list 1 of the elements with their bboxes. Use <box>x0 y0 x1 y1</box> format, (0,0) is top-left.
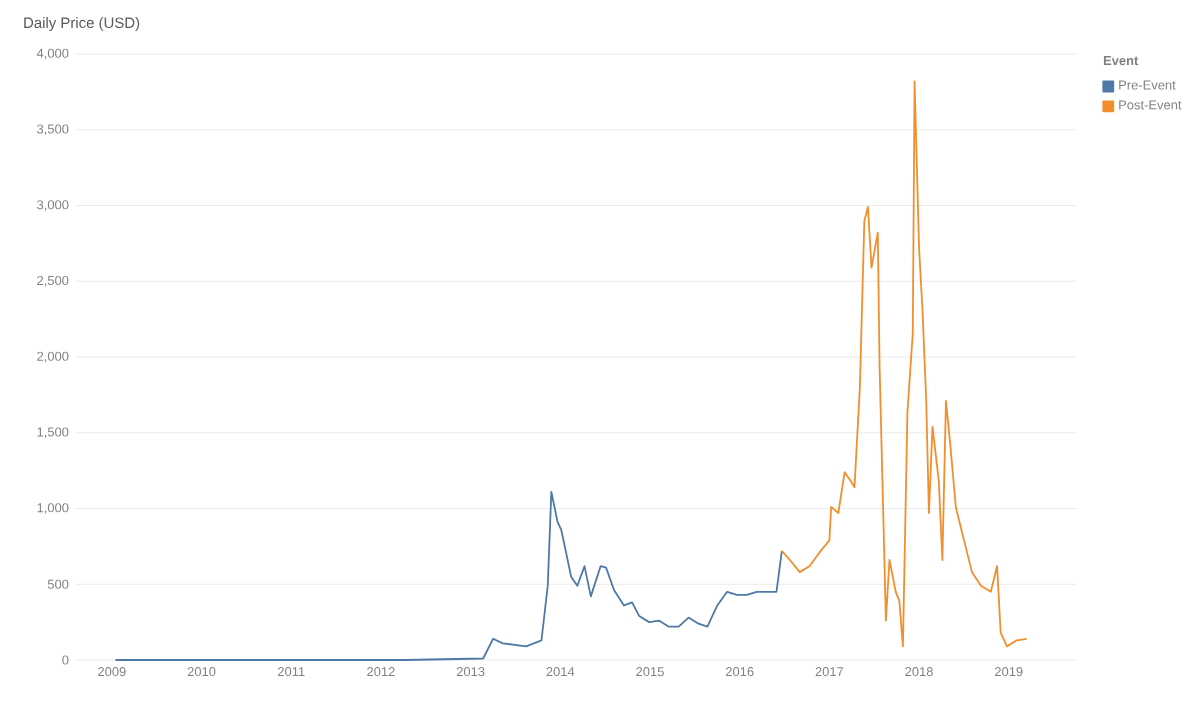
line-series <box>780 80 1028 648</box>
